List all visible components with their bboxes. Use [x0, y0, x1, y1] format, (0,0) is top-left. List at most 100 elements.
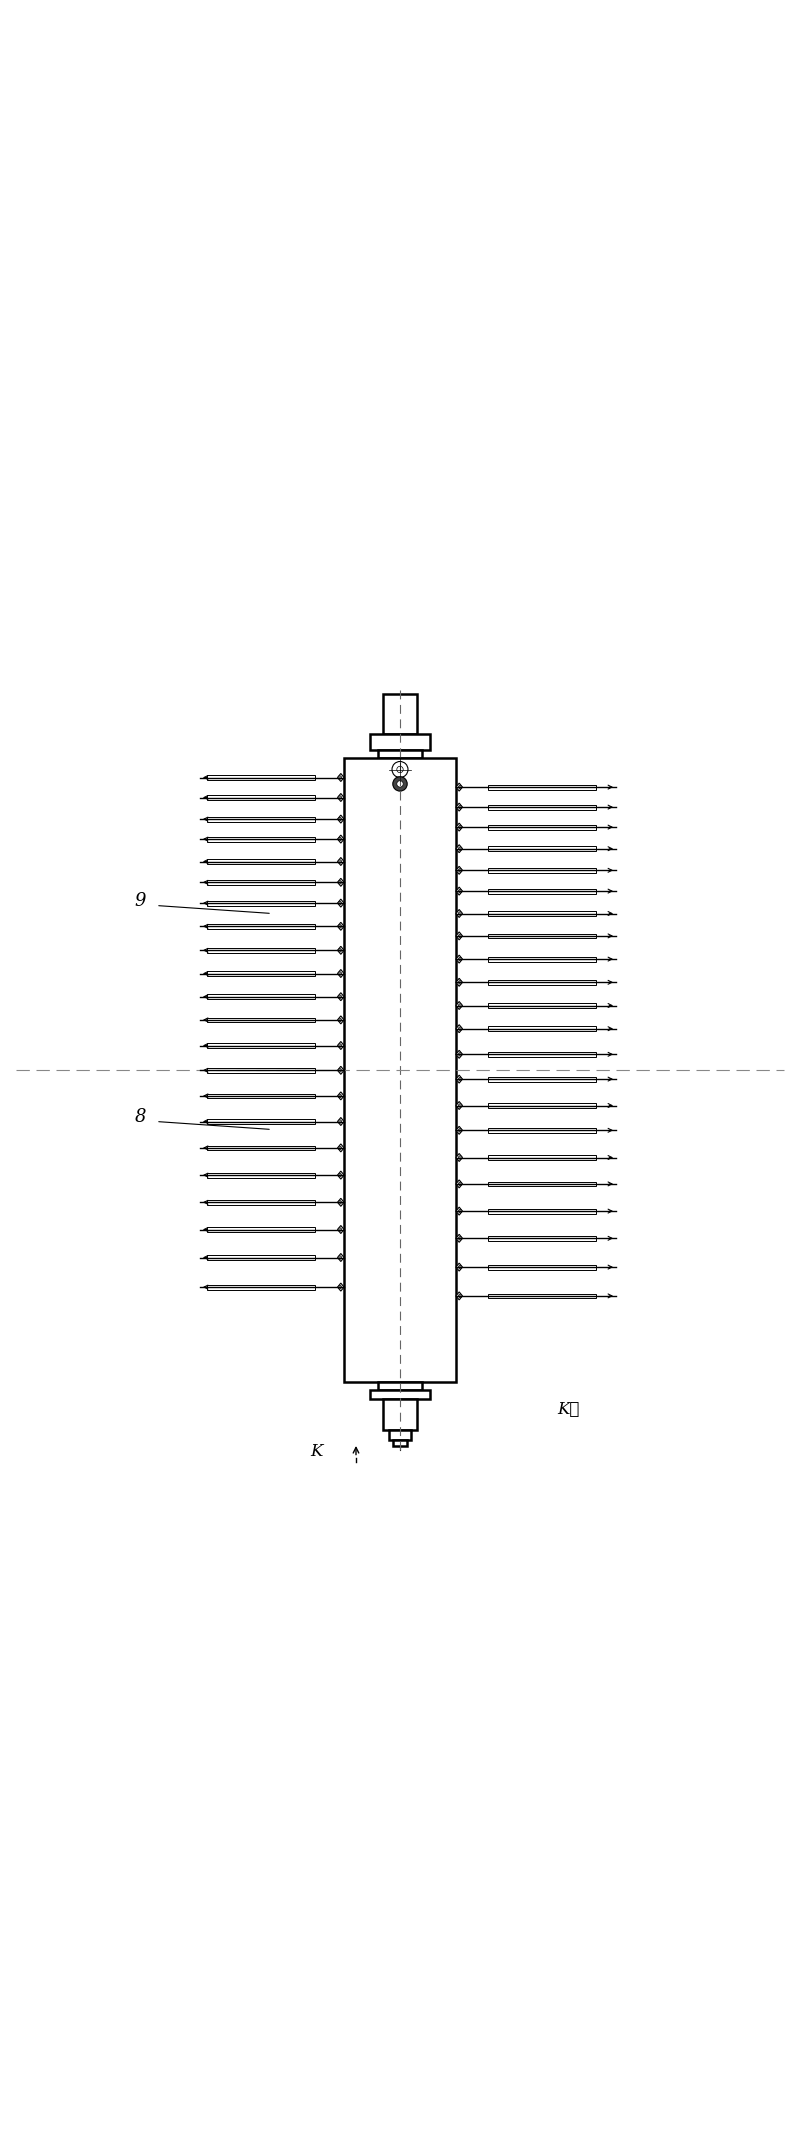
Bar: [378, 749, 422, 758]
Bar: [207, 794, 315, 801]
Bar: [207, 1119, 315, 1123]
Text: K向: K向: [557, 1402, 579, 1417]
Bar: [207, 816, 315, 822]
Circle shape: [338, 1228, 342, 1230]
Bar: [389, 1430, 411, 1441]
Polygon shape: [456, 1076, 462, 1082]
Circle shape: [397, 766, 403, 773]
Polygon shape: [338, 857, 344, 865]
Polygon shape: [456, 1001, 462, 1009]
Circle shape: [458, 1295, 462, 1297]
Bar: [488, 824, 596, 829]
Circle shape: [338, 1174, 342, 1177]
Circle shape: [458, 1026, 462, 1031]
Circle shape: [458, 1129, 462, 1131]
Bar: [488, 784, 596, 790]
Circle shape: [338, 818, 342, 820]
Bar: [488, 867, 596, 872]
Polygon shape: [456, 1050, 462, 1058]
Circle shape: [338, 973, 342, 975]
Circle shape: [397, 782, 403, 788]
Circle shape: [458, 824, 462, 829]
Polygon shape: [338, 1284, 344, 1290]
Polygon shape: [338, 923, 344, 930]
Circle shape: [338, 902, 342, 904]
Polygon shape: [456, 1262, 462, 1271]
Circle shape: [393, 777, 407, 790]
Polygon shape: [338, 900, 344, 906]
Circle shape: [338, 837, 342, 842]
Circle shape: [338, 1146, 342, 1149]
Polygon shape: [456, 1207, 462, 1215]
Bar: [207, 923, 315, 930]
Circle shape: [458, 1052, 462, 1056]
Polygon shape: [338, 1093, 344, 1099]
Circle shape: [458, 805, 462, 809]
Polygon shape: [456, 955, 462, 964]
Polygon shape: [338, 794, 344, 801]
Circle shape: [458, 1183, 462, 1185]
Circle shape: [338, 797, 342, 799]
Polygon shape: [338, 1254, 344, 1262]
Polygon shape: [338, 878, 344, 887]
Bar: [207, 994, 315, 998]
Polygon shape: [338, 816, 344, 822]
Circle shape: [338, 925, 342, 928]
Bar: [344, 758, 456, 1381]
Bar: [488, 1181, 596, 1187]
Polygon shape: [338, 1144, 344, 1153]
Polygon shape: [456, 979, 462, 985]
Circle shape: [338, 1200, 342, 1204]
Bar: [488, 934, 596, 938]
Text: 8: 8: [134, 1108, 146, 1127]
Polygon shape: [338, 947, 344, 953]
Text: K: K: [310, 1443, 322, 1460]
Bar: [207, 859, 315, 863]
Circle shape: [338, 859, 342, 863]
Bar: [393, 1441, 407, 1445]
Polygon shape: [456, 803, 462, 812]
Bar: [488, 1052, 596, 1056]
Bar: [488, 1026, 596, 1031]
Bar: [207, 1043, 315, 1048]
Polygon shape: [456, 1153, 462, 1162]
Polygon shape: [338, 1226, 344, 1235]
Bar: [207, 837, 315, 842]
Circle shape: [458, 1209, 462, 1213]
Bar: [207, 970, 315, 977]
Circle shape: [458, 786, 462, 788]
Circle shape: [458, 912, 462, 915]
Polygon shape: [456, 1127, 462, 1134]
Circle shape: [338, 1018, 342, 1022]
Polygon shape: [456, 932, 462, 940]
Polygon shape: [338, 835, 344, 844]
Bar: [488, 1237, 596, 1241]
Polygon shape: [338, 1116, 344, 1125]
Circle shape: [338, 1286, 342, 1288]
Circle shape: [338, 1043, 342, 1048]
Circle shape: [338, 1069, 342, 1071]
Bar: [207, 1093, 315, 1099]
Circle shape: [458, 1265, 462, 1269]
Bar: [207, 1284, 315, 1290]
Bar: [488, 1076, 596, 1082]
Circle shape: [458, 1078, 462, 1080]
Circle shape: [338, 994, 342, 998]
Bar: [488, 1127, 596, 1134]
Circle shape: [458, 846, 462, 850]
Circle shape: [458, 870, 462, 872]
Polygon shape: [456, 1101, 462, 1110]
Polygon shape: [338, 1067, 344, 1074]
Bar: [207, 880, 315, 885]
Circle shape: [338, 1256, 342, 1260]
Polygon shape: [338, 1041, 344, 1050]
Bar: [488, 958, 596, 962]
Bar: [207, 1172, 315, 1177]
Circle shape: [458, 934, 462, 938]
Bar: [370, 734, 430, 749]
Bar: [207, 902, 315, 906]
Polygon shape: [456, 1235, 462, 1243]
Bar: [488, 1104, 596, 1108]
Polygon shape: [338, 773, 344, 782]
Bar: [370, 1389, 430, 1400]
